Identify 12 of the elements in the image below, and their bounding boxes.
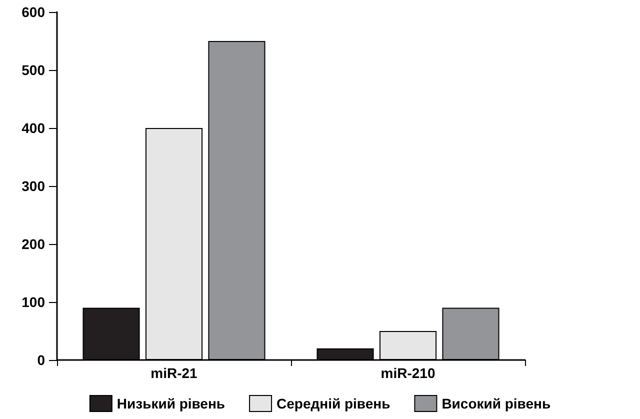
y-tick-label: 600 bbox=[22, 4, 46, 20]
y-tick-label: 400 bbox=[22, 120, 46, 136]
y-tick-label: 0 bbox=[37, 352, 46, 368]
legend-label: Середній рівень bbox=[276, 396, 391, 412]
x-tick-label: miR-21 bbox=[150, 365, 198, 381]
legend-label: Низький рівень bbox=[116, 396, 226, 412]
x-tick-label: miR-210 bbox=[380, 365, 436, 381]
legend-label: Високий рівень bbox=[442, 396, 551, 412]
y-tick-label: 200 bbox=[22, 236, 46, 252]
y-tick-label: 500 bbox=[22, 62, 46, 78]
y-tick-label: 100 bbox=[22, 294, 46, 310]
y-tick-label: 300 bbox=[22, 178, 46, 194]
